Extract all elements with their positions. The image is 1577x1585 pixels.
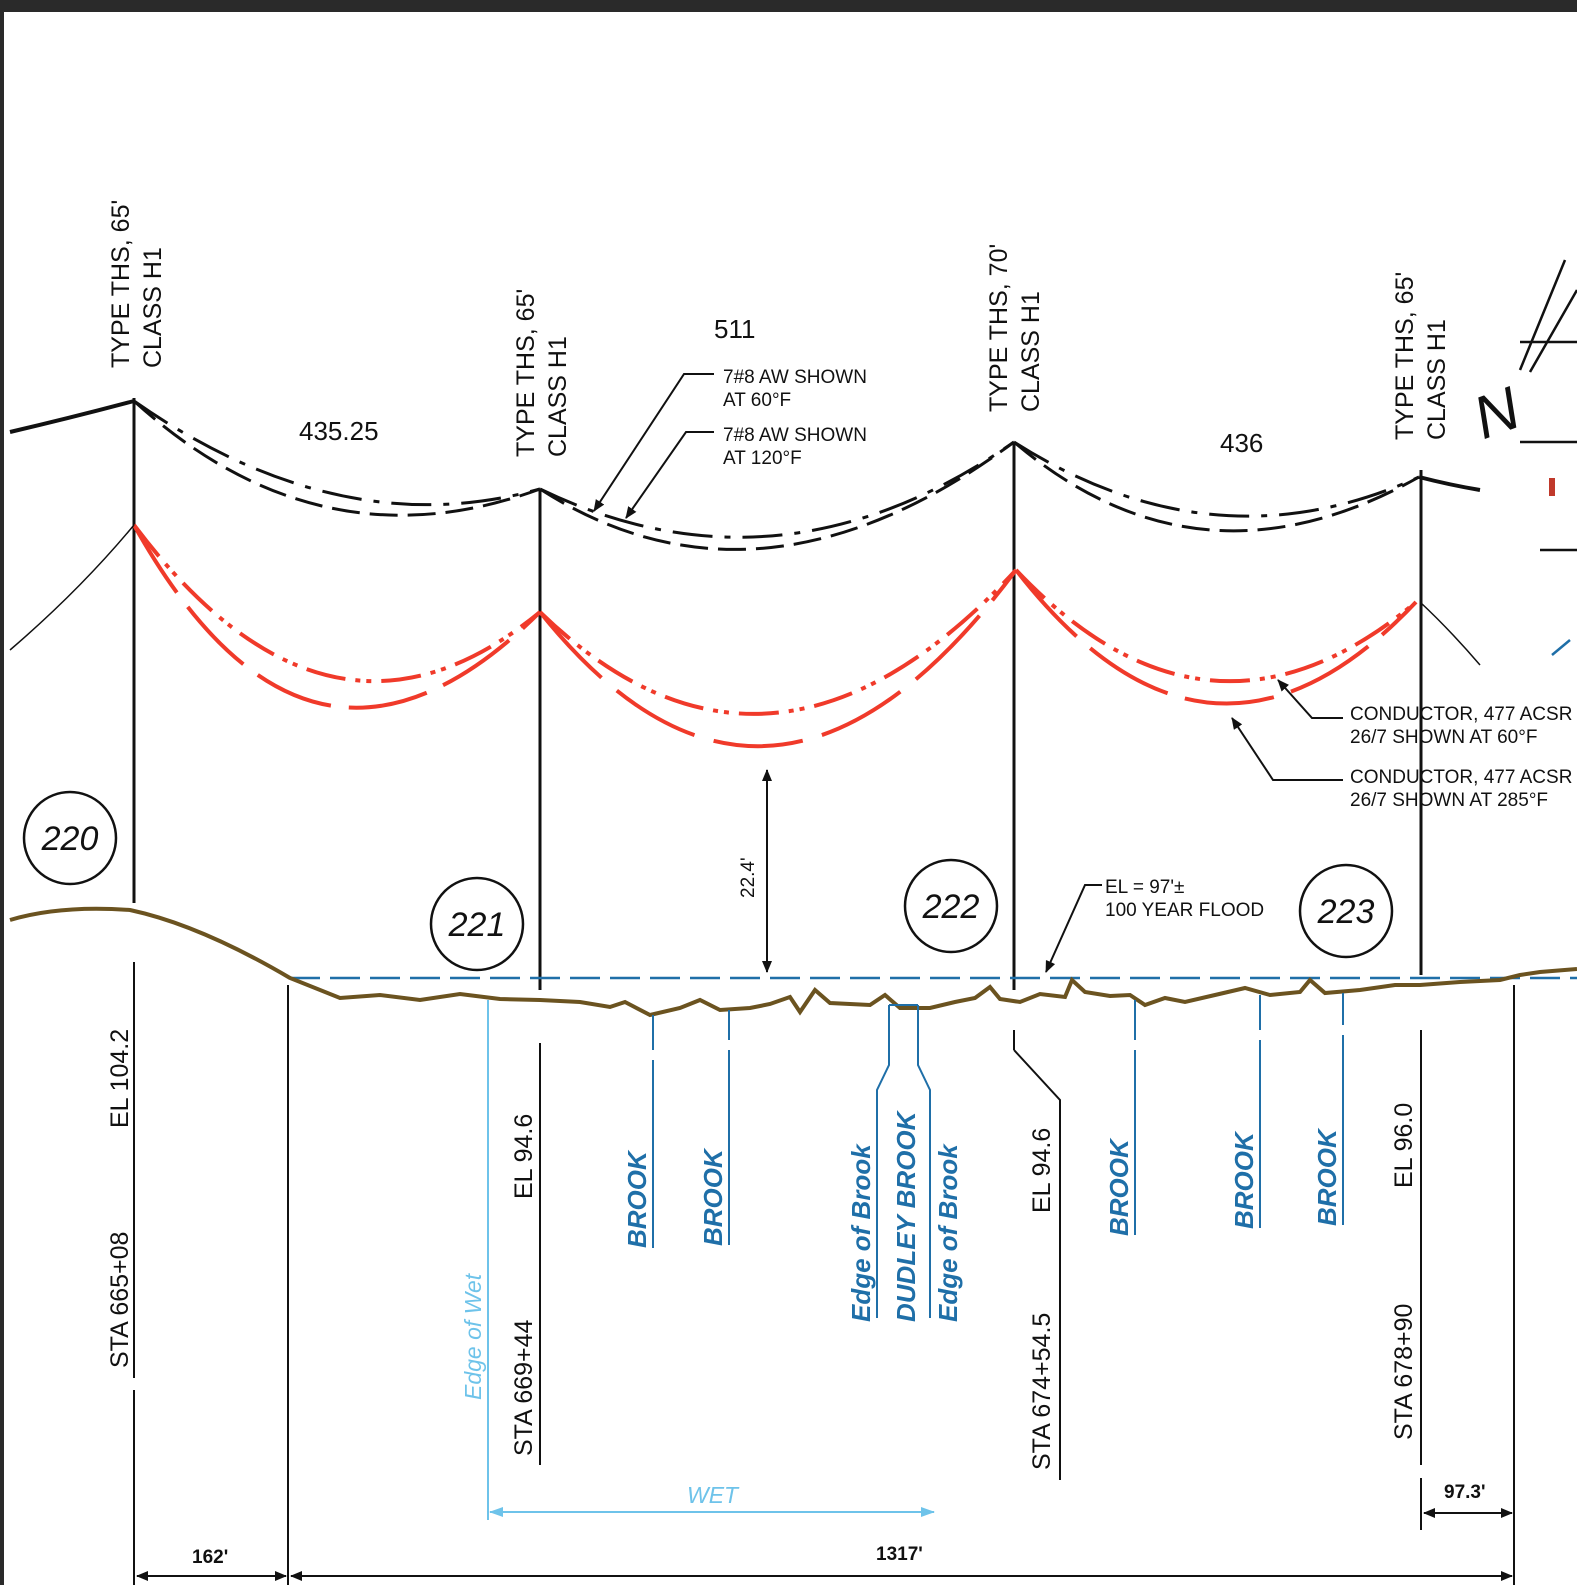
- structure-220-number: 220: [41, 820, 99, 858]
- span-length-2: 511: [714, 314, 755, 344]
- shield-note-60-line2: AT 60°F: [723, 390, 791, 411]
- structure-221-elevation: EL 94.6: [510, 1114, 538, 1199]
- structure-222-class: CLASS H1: [1017, 291, 1045, 412]
- structure-220-station: STA 665+08: [106, 1232, 134, 1368]
- north-arrow-icon: N: [1465, 259, 1577, 656]
- dudley-brook-label: DUDLEY BROOK: [891, 1109, 921, 1322]
- edge-of-brook-label-2: Edge of Brook: [933, 1143, 963, 1322]
- structure-221-class: CLASS H1: [544, 336, 572, 457]
- dimension-total-label: 1317': [876, 1544, 923, 1565]
- structure-220-type: TYPE THS, 65': [107, 200, 135, 368]
- structure-220-elevation: EL 104.2: [106, 1029, 134, 1128]
- brook-label-1: BROOK: [622, 1149, 652, 1248]
- span-length-3: 436: [1220, 428, 1263, 458]
- edge-of-brook-label-1: Edge of Brook: [846, 1143, 876, 1322]
- conductor-note-285-line2: 26/7 SHOWN AT 285°F: [1350, 790, 1548, 811]
- structure-221-number: 221: [448, 906, 506, 944]
- clearance-label: 22.4': [738, 857, 759, 898]
- dimension-left-label: 162': [192, 1547, 228, 1568]
- shield-note-120-line2: AT 120°F: [723, 448, 802, 469]
- station-lines: [133, 962, 1515, 1585]
- structure-221-type: TYPE THS, 65': [512, 289, 540, 457]
- structure-223-class: CLASS H1: [1423, 319, 1451, 440]
- flood-note-line1: EL = 97'±: [1105, 877, 1184, 898]
- structure-222-station: STA 674+54.5: [1028, 1313, 1056, 1470]
- shield-note-120-line1: 7#8 AW SHOWN: [723, 425, 867, 446]
- brook-label-5: BROOK: [1312, 1127, 1342, 1226]
- horizontal-dimensions: [136, 1508, 1513, 1581]
- dimension-right-label: 97.3': [1444, 1482, 1486, 1503]
- structure-poles: [132, 398, 1423, 990]
- leaders: [593, 373, 1343, 973]
- structure-220-class: CLASS H1: [139, 247, 167, 368]
- structure-223-station: STA 678+90: [1390, 1304, 1418, 1440]
- conductor-note-285-line1: CONDUCTOR, 477 ACSR: [1350, 767, 1572, 788]
- brook-label-2: BROOK: [698, 1147, 728, 1246]
- span-length-1: 435.25: [299, 416, 379, 446]
- conductor-note-60-line2: 26/7 SHOWN AT 60°F: [1350, 727, 1537, 748]
- shield-wires: [9, 399, 1481, 551]
- brook-lines: [652, 993, 1344, 1318]
- sheet-border: [0, 0, 1577, 12]
- edge-of-wet-label: Edge of Wet: [460, 1272, 486, 1400]
- brook-label-3: BROOK: [1104, 1137, 1134, 1236]
- ground-profile: [9, 906, 1577, 1018]
- structure-222-elevation: EL 94.6: [1028, 1128, 1056, 1213]
- structure-bubbles: [22, 790, 1394, 972]
- structure-223-type: TYPE THS, 65': [1391, 272, 1419, 440]
- brook-label-4: BROOK: [1229, 1130, 1259, 1229]
- wetland-lines: [487, 1000, 935, 1520]
- svg-text:N: N: [1465, 374, 1529, 452]
- structure-223-number: 223: [1317, 893, 1375, 931]
- structure-222-type: TYPE THS, 70': [985, 244, 1013, 412]
- structure-221-station: STA 669+44: [510, 1319, 538, 1456]
- conductors: [9, 523, 1481, 749]
- structure-223-elevation: EL 96.0: [1390, 1103, 1418, 1188]
- sheet-border-left: [0, 0, 4, 1585]
- shield-note-60-line1: 7#8 AW SHOWN: [723, 367, 867, 388]
- conductor-note-60-line1: CONDUCTOR, 477 ACSR: [1350, 704, 1572, 725]
- wet-label: WET: [687, 1482, 740, 1508]
- flood-note-line2: 100 YEAR FLOOD: [1105, 900, 1264, 921]
- structure-222-number: 222: [922, 888, 980, 926]
